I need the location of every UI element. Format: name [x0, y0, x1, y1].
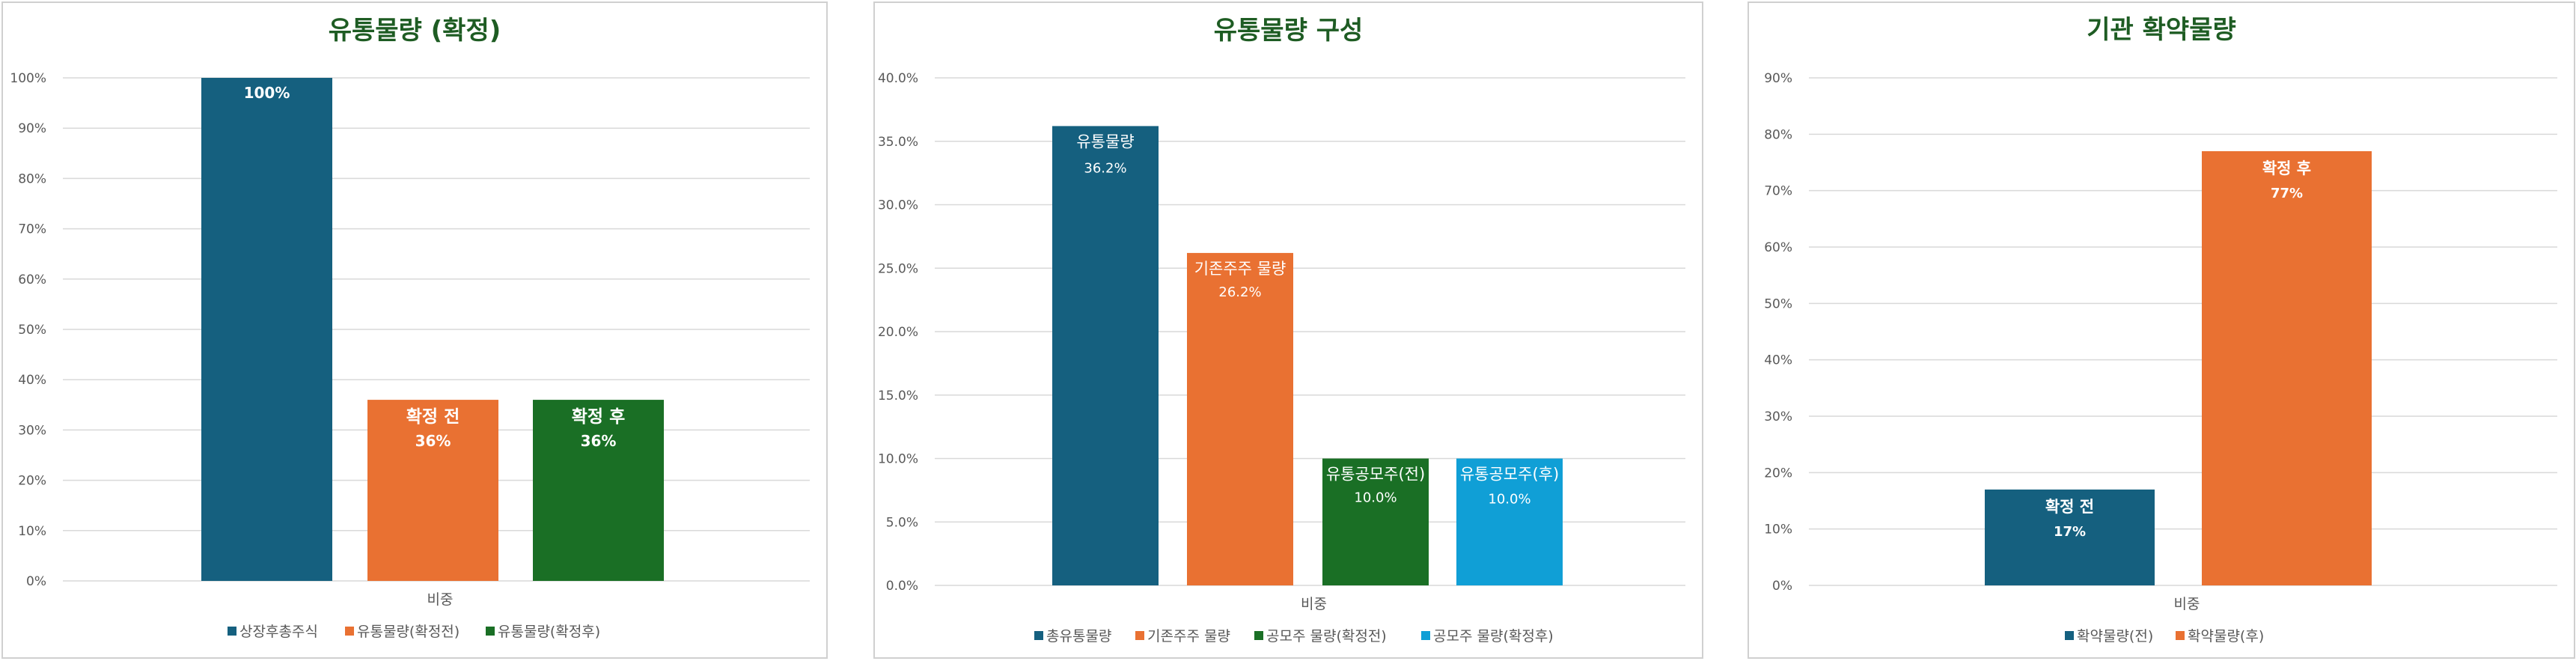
bar-inner-label: 확정 전 — [406, 407, 460, 427]
legend-label: 기존주주 물량 — [1147, 628, 1230, 645]
bar-inner-label: 확정 후 — [572, 407, 626, 427]
chart-panel-3: 기관 확약물량 0% 10% 20% 30% 40% 50% 60% 70% 80% 90% 확정 전… — [1748, 1, 2575, 659]
y-tick-label: 25.0% — [878, 261, 918, 276]
legend-swatch — [1421, 631, 1430, 640]
bar-data-label: 10.0% — [1354, 490, 1397, 506]
y-tick-label: 20% — [18, 474, 46, 489]
legend-swatch — [1034, 631, 1043, 640]
y-tick-label: 0% — [26, 574, 46, 589]
bar-1 — [1985, 489, 2155, 585]
bar-inner-label: 유통공모주(후) — [1460, 466, 1559, 484]
bar-4 — [1456, 458, 1563, 585]
y-tick-label: 10% — [18, 524, 46, 539]
y-tick-label: 30% — [18, 423, 46, 438]
legend-label: 확약물량(전) — [2077, 628, 2153, 645]
y-tick-label: 30.0% — [878, 198, 918, 213]
bar-2 — [367, 400, 498, 581]
y-tick-label: 50% — [1764, 296, 1792, 311]
chart-panel-2: 유통물량 구성 0.0% 5.0% 10.0% 15.0% 20.0% 25.0% 30.0%… — [873, 1, 1703, 659]
y-tick-label: 90% — [1764, 71, 1792, 86]
legend-label: 총유통물량 — [1046, 628, 1111, 645]
legend-label: 공모주 물량(확정후) — [1433, 628, 1554, 645]
y-tick-label: 5.0% — [886, 515, 918, 530]
y-tick-label: 60% — [1764, 240, 1792, 255]
legend-label: 확약물량(후) — [2188, 628, 2264, 645]
bar-data-label: 36.2% — [1084, 160, 1126, 176]
legend-label: 유통물량(확정전) — [357, 624, 460, 640]
legend-swatch — [2065, 631, 2074, 640]
x-category-label: 비중 — [427, 591, 454, 608]
chart-3-svg: 기관 확약물량 0% 10% 20% 30% 40% 50% 60% 70% 80% 90% 확정 전… — [1764, 15, 2557, 645]
y-tick-label: 50% — [18, 323, 46, 338]
bar-inner-label: 확정 후 — [2262, 159, 2311, 177]
bar-3 — [533, 400, 664, 581]
bar-data-label: 10.0% — [1488, 492, 1530, 508]
chart-panel-1: 유통물량 (확정) 0% 10% 20% 30% 40% 50% 60% 70% 80% 90% 10… — [1, 1, 828, 659]
y-tick-label: 40% — [1764, 353, 1792, 368]
y-tick-label: 10.0% — [878, 452, 918, 467]
legend-swatch — [2176, 631, 2185, 640]
chart-title: 유통물량 구성 — [1214, 16, 1364, 46]
chart-2-svg: 유통물량 구성 0.0% 5.0% 10.0% 15.0% 20.0% 25.0% 30.0%… — [878, 16, 1685, 645]
legend-swatch — [486, 627, 495, 636]
bar-inner-label: 기존주주 물량 — [1194, 260, 1287, 278]
y-tick-label: 15.0% — [878, 389, 918, 403]
bar-data-label: 26.2% — [1218, 284, 1261, 300]
chart-title: 기관 확약물량 — [2087, 15, 2236, 45]
bar-1 — [1052, 126, 1159, 585]
y-tick-label: 90% — [18, 121, 46, 136]
y-tick-label: 60% — [18, 272, 46, 287]
y-tick-label: 70% — [18, 222, 46, 237]
bar-1 — [201, 78, 332, 581]
legend-swatch — [345, 627, 354, 636]
legend-swatch — [1135, 631, 1144, 640]
y-tick-label: 10% — [1764, 523, 1792, 537]
chart-1-svg: 유통물량 (확정) 0% 10% 20% 30% 40% 50% 60% 70% 80% 90% 10… — [10, 16, 810, 640]
bar-data-label: 36% — [581, 432, 617, 450]
legend-swatch — [1254, 631, 1263, 640]
y-tick-label: 40.0% — [878, 71, 918, 86]
bar-data-label: 36% — [415, 432, 451, 450]
x-category-label: 비중 — [2174, 596, 2200, 612]
y-tick-label: 0% — [1772, 579, 1792, 594]
y-tick-label: 40% — [18, 373, 46, 388]
bar-2 — [2202, 150, 2372, 585]
bar-data-label: 100% — [244, 84, 290, 102]
y-tick-label: 0.0% — [886, 579, 918, 594]
x-category-label: 비중 — [1301, 596, 1327, 612]
legend-label: 상장후총주식 — [239, 624, 318, 640]
bar-inner-label: 유통공모주(전) — [1326, 466, 1425, 484]
bar-data-label: 77% — [2271, 186, 2303, 201]
y-tick-label: 80% — [18, 171, 46, 186]
bar-data-label: 17% — [2054, 524, 2086, 540]
bar-2 — [1187, 252, 1293, 585]
legend-swatch — [228, 627, 236, 636]
y-tick-label: 20% — [1764, 466, 1792, 481]
y-tick-label: 70% — [1764, 184, 1792, 199]
bar-inner-label: 유통물량 — [1076, 133, 1134, 150]
bar-3 — [1322, 458, 1429, 585]
legend-label: 유통물량(확정후) — [498, 624, 600, 640]
y-tick-label: 20.0% — [878, 325, 918, 340]
y-tick-label: 100% — [10, 71, 46, 86]
chart-title: 유통물량 (확정) — [329, 16, 501, 46]
y-tick-label: 35.0% — [878, 135, 918, 150]
legend-label: 공모주 물량(확정전) — [1266, 628, 1387, 645]
bar-inner-label: 확정 전 — [2045, 498, 2094, 516]
y-tick-label: 80% — [1764, 127, 1792, 142]
y-tick-label: 30% — [1764, 409, 1792, 424]
